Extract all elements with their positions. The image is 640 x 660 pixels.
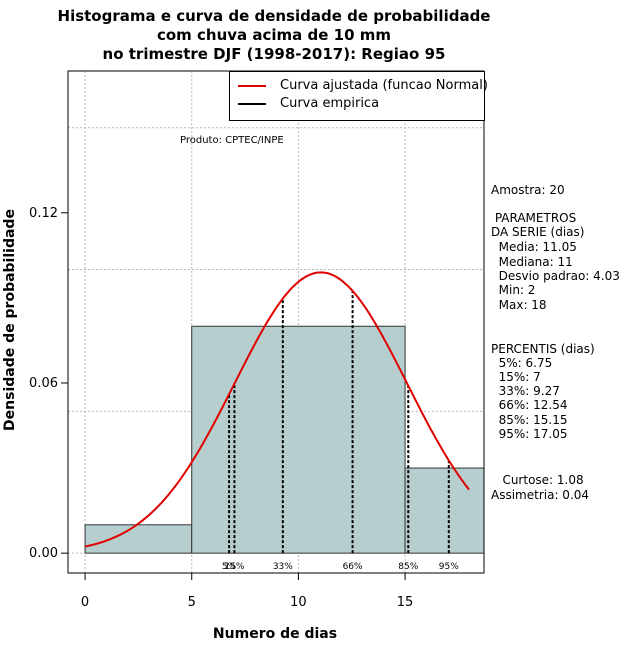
stat-p95: 95%: 17.05: [491, 427, 568, 441]
stat-p85: 85%: 15.15: [491, 413, 568, 427]
stat-desvio: Desvio padrao: 4.03: [491, 269, 620, 283]
legend-swatch-black: [238, 102, 266, 105]
y-tick-label: 0.12: [29, 206, 58, 221]
stat-percentis-heading: PERCENTIS (dias): [491, 342, 595, 356]
normal-fit-curve: [84, 271, 470, 548]
legend-item-empirica: Curva empirica: [238, 96, 379, 111]
legend-swatch-red: [238, 84, 266, 87]
stat-p66: 66%: 12.54: [491, 398, 568, 412]
stat-min: Min: 2: [491, 283, 536, 297]
legend: Curva ajustada (funcao Normal) Curva emp…: [229, 71, 488, 121]
stat-da-serie-heading: DA SERIE (dias): [491, 225, 585, 239]
histogram-bar: [84, 524, 193, 554]
percentile-label: 66%: [343, 562, 363, 572]
stat-amostra: Amostra: 20: [491, 183, 565, 197]
chart-title-line-1: Histograma e curva de densidade de proba…: [57, 7, 491, 25]
legend-label-empirica: Curva empirica: [280, 96, 380, 111]
produto-credit: Produto: CPTEC/INPE: [180, 135, 284, 146]
y-tick-label: 0.00: [29, 546, 58, 561]
stat-p5: 5%: 6.75: [491, 356, 553, 370]
histogram-bar: [191, 325, 406, 554]
stat-p15: 15%: 7: [491, 370, 541, 384]
stat-assimetria: Assimetria: 0.04: [491, 488, 590, 502]
x-tick-label: 10: [290, 595, 307, 610]
percentile-label: 33%: [273, 562, 293, 572]
stat-p33: 33%: 9.27: [491, 384, 560, 398]
stat-parametros-heading: PARAMETROS: [491, 211, 577, 225]
stat-curtose: Curtose: 1.08: [491, 473, 584, 487]
percentile-label: 5%: [222, 562, 237, 572]
percentile-label: 85%: [398, 562, 418, 572]
percentile-label: 95%: [439, 562, 459, 572]
x-tick-label: 0: [81, 595, 89, 610]
chart-title-line-3: no trimestre DJF (1998-2017): Regiao 95: [102, 45, 446, 63]
stat-media: Media: 11.05: [491, 240, 577, 254]
x-axis-label: Numero de dias: [213, 626, 337, 642]
histogram-bar: [404, 467, 485, 554]
stat-mediana: Mediana: 11: [491, 255, 573, 269]
legend-label-normal: Curva ajustada (funcao Normal): [280, 78, 488, 93]
chart-title-line-2: com chuva acima de 10 mm: [156, 26, 392, 44]
legend-item-normal: Curva ajustada (funcao Normal): [238, 78, 488, 93]
stat-max: Max: 18: [491, 298, 547, 312]
x-tick-label: 15: [397, 595, 414, 610]
x-tick-label: 5: [188, 595, 196, 610]
y-tick-label: 0.06: [29, 376, 58, 391]
percentile-label: 15%: [224, 562, 244, 572]
y-axis-label: Densidade de probabilidade: [2, 209, 18, 431]
